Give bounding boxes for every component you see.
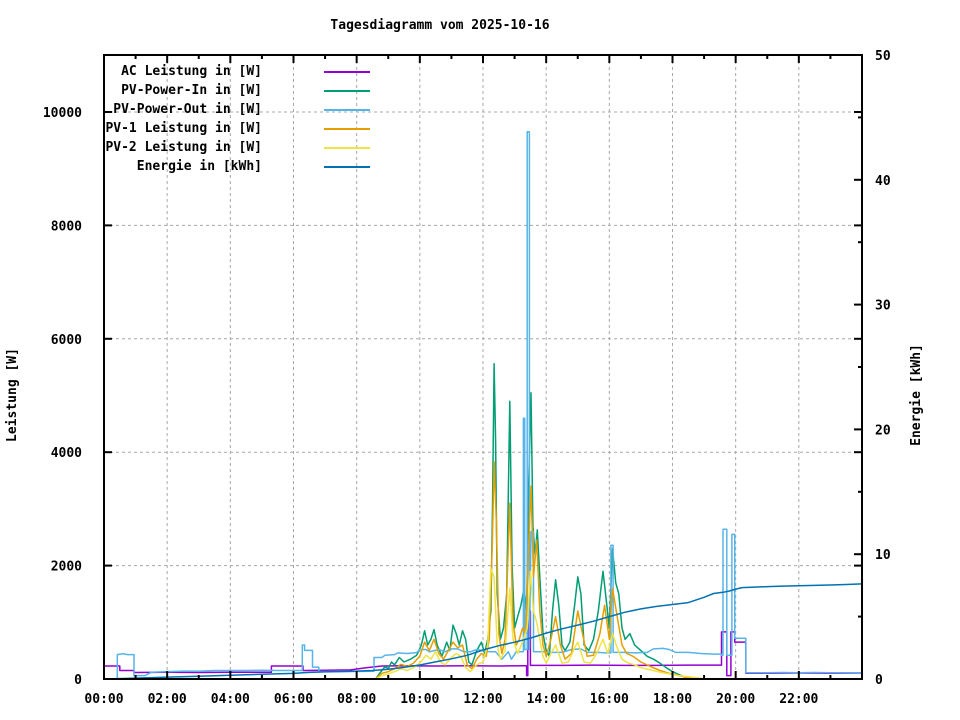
legend-label-pv2: PV-2 Leistung in [W] (105, 140, 262, 155)
y2-tick-label: 20 (875, 423, 891, 438)
y1-tick-label: 0 (74, 673, 82, 688)
x-tick-label: 20:00 (716, 692, 755, 707)
legend-label-pv1: PV-1 Leistung in [W] (105, 121, 262, 136)
x-tick-label: 10:00 (400, 692, 439, 707)
legend-row: PV-1 Leistung in [W] (92, 119, 370, 138)
legend-line-swatch-ac (324, 70, 370, 73)
x-tick-label: 18:00 (653, 692, 692, 707)
x-tick-label: 12:00 (463, 692, 502, 707)
y2-tick-label: 10 (875, 548, 891, 563)
x-tick-label: 22:00 (779, 692, 818, 707)
y2-tick-label: 50 (875, 49, 891, 64)
legend-label-ac: AC Leistung in [W] (121, 64, 262, 79)
x-tick-label: 14:00 (527, 692, 566, 707)
x-tick-label: 04:00 (211, 692, 250, 707)
series-pv_in-line (104, 362, 862, 680)
legend-line-swatch-pv1 (324, 127, 370, 130)
legend-row: PV-Power-In in [W] (92, 81, 370, 100)
series-ac-line (104, 610, 863, 677)
legend-line-swatch-pv-power-out (324, 108, 370, 111)
x-tick-label: 08:00 (337, 692, 376, 707)
y1-tick-label: 6000 (51, 333, 82, 348)
y2-tick-label: 40 (875, 174, 891, 189)
x-tick-label: 16:00 (590, 692, 629, 707)
legend-row: PV-Power-Out in [W] (92, 100, 370, 119)
legend: AC Leistung in [W] PV-Power-In in [W] PV… (92, 62, 370, 176)
chart-title: Tagesdiagramm vom 2025-10-16 (330, 18, 550, 33)
y2-tick-label: 0 (875, 673, 883, 688)
legend-label-energie: Energie in [kWh] (136, 159, 262, 174)
y1-tick-label: 2000 (51, 560, 82, 575)
legend-line-swatch-energie (324, 165, 370, 168)
series-energie-line (103, 583, 863, 680)
y1-tick-label: 8000 (51, 219, 82, 234)
y2-tick-label: 30 (875, 299, 891, 314)
series-pv1-line (104, 461, 862, 680)
legend-label-pv-power-out: PV-Power-Out in [W] (113, 102, 262, 117)
x-tick-label: 00:00 (84, 692, 123, 707)
legend-row: Energie in [kWh] (92, 157, 370, 176)
legend-row: AC Leistung in [W] (92, 62, 370, 81)
x-tick-label: 06:00 (274, 692, 313, 707)
legend-line-swatch-pv-power-in (324, 89, 370, 92)
legend-row: PV-2 Leistung in [W] (92, 138, 370, 157)
legend-label-pv-power-in: PV-Power-In in [W] (121, 83, 262, 98)
series-pv_out-line (104, 131, 862, 680)
y1-tick-label: 10000 (43, 106, 82, 121)
x-tick-label: 02:00 (148, 692, 187, 707)
series-pv2-line (104, 567, 862, 680)
legend-line-swatch-pv2 (324, 146, 370, 149)
y1-tick-label: 4000 (51, 446, 82, 461)
